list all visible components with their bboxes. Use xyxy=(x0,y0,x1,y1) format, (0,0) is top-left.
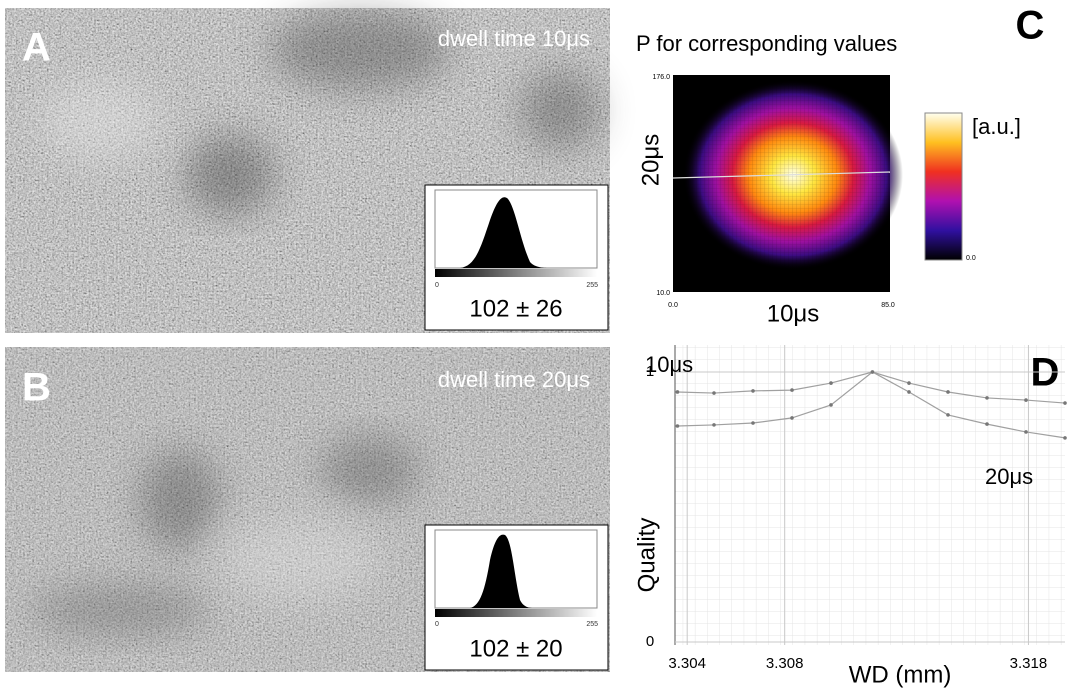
data-point xyxy=(790,388,794,392)
panel-c: C P for corresponding values 176.0 10.0 … xyxy=(636,4,1044,328)
micrograph-shading xyxy=(30,435,420,635)
panel-b: B dwell time 20μs 0 255 102 ± 20 xyxy=(5,347,610,672)
panel-label: D xyxy=(1031,351,1060,395)
data-point xyxy=(712,423,716,427)
x-tick-label: 3.308 xyxy=(766,655,804,672)
colorbar xyxy=(924,112,963,261)
histogram xyxy=(470,534,535,608)
data-point xyxy=(751,421,755,425)
data-point xyxy=(829,403,833,407)
data-point xyxy=(790,416,794,420)
x-left: 0.0 xyxy=(668,302,678,309)
panel-a: A dwell time 10μs 0 255 102 ± 26 xyxy=(5,8,610,333)
data-point xyxy=(1024,398,1028,402)
data-point xyxy=(675,424,680,428)
x-right: 85.0 xyxy=(881,302,895,309)
stat: 102 ± 20 xyxy=(469,635,562,662)
data-point xyxy=(712,391,716,395)
data-point xyxy=(1063,436,1067,440)
y-axis-label: 20μs xyxy=(637,134,664,187)
caption: dwell time 20μs xyxy=(438,367,590,392)
data-point xyxy=(946,390,950,394)
x-axis-label: WD (mm) xyxy=(849,661,952,688)
stat: 102 ± 26 xyxy=(469,295,562,322)
y-axis-label: Quality xyxy=(633,518,660,593)
minor-grid xyxy=(675,345,1065,645)
hist-min: 0 xyxy=(435,621,439,628)
panel-label: B xyxy=(22,366,51,410)
data-point xyxy=(985,396,989,400)
y-bottom: 10.0 xyxy=(656,290,670,297)
panel-label: C xyxy=(1016,4,1045,48)
x-tick-label: 3.304 xyxy=(668,655,706,672)
data-point xyxy=(907,390,911,394)
y-top: 176.0 xyxy=(652,74,670,81)
histogram-scale xyxy=(435,269,597,277)
profile-line xyxy=(672,171,891,179)
hist-min: 0 xyxy=(435,282,439,289)
data-point xyxy=(751,389,755,393)
data-point xyxy=(907,381,911,385)
colorbar-min: 0.0 xyxy=(966,255,976,262)
x-axis-label: 10μs xyxy=(767,300,820,327)
data-point xyxy=(829,381,833,385)
hist-max: 255 xyxy=(586,282,598,289)
data-point xyxy=(985,422,989,426)
data-point xyxy=(870,370,875,374)
hist-max: 255 xyxy=(586,621,598,628)
data-point xyxy=(946,413,950,417)
panel-d: D 0 1 3.304 3.308 3.318 WD (mm) Quality 10μs 20μ… xyxy=(633,345,1067,688)
data-point xyxy=(1024,430,1028,434)
micrograph-shading xyxy=(40,10,600,215)
caption: dwell time 10μs xyxy=(438,26,590,51)
histogram-scale xyxy=(435,609,597,617)
heatmap-grid xyxy=(673,75,890,292)
series-label: 20μs xyxy=(985,464,1033,489)
panel-label: A xyxy=(22,26,51,70)
panel-title: P for corresponding values xyxy=(636,31,897,56)
data-point xyxy=(1063,401,1067,405)
x-tick-label: 3.318 xyxy=(1010,655,1048,672)
colorbar-label: [a.u.] xyxy=(972,114,1021,139)
series-label: 10μs xyxy=(645,352,693,377)
y-tick-label: 1 xyxy=(646,363,654,380)
y-tick-label: 0 xyxy=(646,633,654,650)
data-point xyxy=(675,390,680,394)
histogram xyxy=(460,197,550,268)
